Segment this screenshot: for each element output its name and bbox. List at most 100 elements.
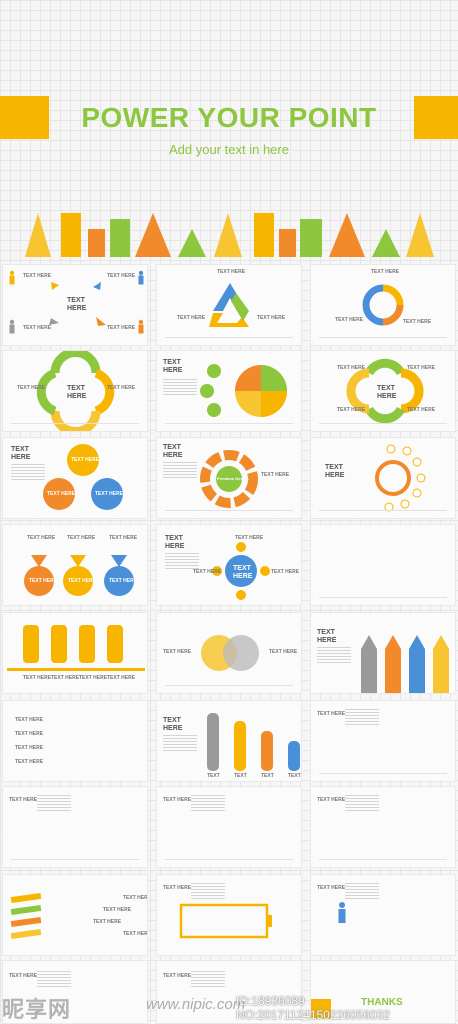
ribbon-steps-diagram — [10, 892, 42, 940]
venn-circle — [67, 444, 99, 476]
slide-thumbnail[interactable]: TEXT HERE TEXT HERE TEXT HERE — [310, 264, 456, 346]
thanks-title: THANKS — [361, 997, 403, 1008]
slide-label: TEXT HERE — [23, 675, 52, 681]
slide-label: TEXT HERE — [337, 407, 366, 413]
slide-thumbnail[interactable]: TEXT HERE TEXT HERE — [156, 612, 302, 694]
bar-shape — [110, 219, 130, 257]
text-placeholder — [317, 647, 351, 663]
slide-thumbnail[interactable]: TEXT HERE Premium Design TEXT HERE — [156, 437, 302, 519]
slide-label: TEXT HERE — [107, 385, 136, 391]
slide-label: TEXT — [288, 773, 301, 779]
slide-label: TEXT HERE — [15, 745, 44, 751]
triangle-shape — [214, 213, 242, 257]
slide-thumbnail[interactable]: TEXT HERE TEXT TEXT TEXT TEXT — [156, 700, 302, 782]
slide-thumbnail[interactable]: TEXT HERE TEXT HERE TEXT HERE TEXT HERE — [2, 700, 148, 782]
bar-shape — [61, 213, 81, 257]
slide-label: TEXT HERE — [177, 315, 206, 321]
text-placeholder — [163, 379, 197, 395]
slide-label: TEXT HERE — [17, 385, 46, 391]
slide-footer — [319, 859, 447, 862]
person-icon — [338, 902, 346, 923]
icon-ring-diagram — [375, 444, 426, 512]
bar-shape — [279, 229, 296, 257]
slide-thumbnail[interactable]: TEXT HERE TEXT HERE TEXT HERE TEXT HERE — [2, 874, 148, 956]
slide-thumbnail[interactable]: TEXT HERE TEXT HERE TEXT HERE TEXT HERE TE… — [156, 524, 302, 606]
hub-diagram — [212, 542, 270, 600]
slide-thumbnail[interactable]: TEXT HERE TEXT HERE TEXT HERE — [2, 350, 148, 432]
slide-label: TEXT HERE — [67, 535, 96, 541]
slide-label: TEXT HERE — [271, 569, 300, 575]
slide-footer — [319, 337, 447, 340]
slide-thumbnail[interactable]: TEXT HERE TEXT HERE TEXT HERE TEXT HERE … — [2, 524, 148, 606]
slide-label: TEXT HERE — [15, 759, 44, 765]
slide-label: TEXT HERE — [51, 675, 80, 681]
slide-footer — [165, 685, 293, 688]
slide-thumbnail[interactable]: TEXT HERE TEXT HERE TEXT HERE — [156, 264, 302, 346]
slide-label: TEXT HERE — [15, 731, 44, 737]
cylinder-people-diagram — [207, 713, 300, 771]
slide-thumbnail[interactable]: TEXT HERE — [310, 786, 456, 868]
funnel-circles-diagram — [24, 555, 134, 596]
slide-label: TEXT HERE — [235, 535, 264, 541]
circle-label: TEXT HERE — [71, 457, 100, 463]
segment-ring-diagram — [200, 450, 258, 508]
slide-label: TEXT HERE — [337, 365, 366, 371]
slide-thumbnail[interactable]: TEXT HERE — [2, 786, 148, 868]
slide-label: TEXT HERE — [93, 919, 122, 925]
slide-heading: TEXT HERE — [11, 446, 31, 461]
triangle-shape — [372, 229, 400, 257]
slide-thumbnail[interactable]: TEXT HERE TEXT HERE TEXT HERE TEXT HERE — [2, 612, 148, 694]
slide-label: TEXT HERE — [317, 885, 346, 891]
slide-label: TEXT HERE — [123, 895, 148, 901]
slide-heading: TEXT HERE — [163, 717, 183, 732]
slide-label: TEXT HERE — [163, 649, 192, 655]
slide-thumbnail[interactable]: TEXT HERE — [156, 786, 302, 868]
accent-block — [311, 999, 331, 1019]
slide-footer — [165, 510, 293, 513]
slide-thumbnail[interactable]: TEXT HERE — [156, 874, 302, 956]
slide-footer — [165, 337, 293, 340]
slide-heading: TEXT HERE — [325, 464, 345, 479]
slide-thumbnail[interactable]: THANKS — [310, 960, 456, 1024]
slide-footer — [165, 423, 293, 426]
text-placeholder — [191, 971, 225, 987]
slide-label: TEXT HERE — [317, 711, 346, 717]
slide-heading: TEXT HERE — [163, 359, 183, 374]
slide-thumbnail[interactable]: TEXT HERE — [310, 874, 456, 956]
accent-bar-left — [0, 96, 49, 139]
text-placeholder — [345, 709, 379, 725]
center-label: TEXT HERE — [233, 565, 253, 580]
triangle-shape — [178, 229, 206, 257]
circle-label: TEXT HERE — [47, 491, 76, 497]
slide-label: TEXT HERE — [261, 472, 290, 478]
slide-label: TEXT HERE — [163, 885, 192, 891]
slide-thumbnail[interactable]: TEXT HERE — [310, 437, 456, 519]
recycle-arrows-diagram — [209, 283, 249, 327]
slide-label: TEXT HERE — [403, 319, 432, 325]
text-placeholder — [163, 735, 197, 751]
triangle-shape — [135, 213, 171, 257]
slide-thumbnail[interactable]: TEXT HERE TEXT HERE TEXT HERE TEXT HERE … — [2, 264, 148, 346]
slide-label: TEXT HERE — [257, 315, 286, 321]
slide-label: TEXT HERE — [123, 931, 148, 937]
slide-thumbnail[interactable]: TEXT HERE TEXT HERE TEXT HERE TEXT HERE — [2, 437, 148, 519]
slide-thumbnail[interactable]: TEXT HERE — [156, 350, 302, 432]
slide-label: TEXT HERE — [163, 797, 192, 803]
triangle-shape — [406, 213, 434, 257]
center-label: Premium Design — [217, 476, 249, 481]
slide-footer — [319, 423, 447, 426]
slide-thumbnail[interactable] — [310, 524, 456, 606]
slide-thumbnail[interactable]: TEXT HERE TEXT HERE TEXT HERE TEXT HERE … — [310, 350, 456, 432]
slide-label: TEXT HERE — [371, 269, 400, 275]
slide-thumbnail[interactable]: TEXT HERE — [310, 700, 456, 782]
text-placeholder — [191, 883, 225, 899]
circle-label: TEXT HERE — [95, 491, 124, 497]
page-title: POWER YOUR POINT — [81, 102, 377, 133]
slide-footer — [319, 510, 447, 513]
slide-footer — [11, 423, 139, 426]
circle-label: TEXT HERE — [29, 578, 58, 584]
pie-diagram — [200, 364, 287, 417]
slide-footer — [319, 597, 447, 600]
ring-cycle-diagram — [362, 284, 404, 326]
slide-thumbnail[interactable]: TEXT HERE — [310, 612, 456, 694]
